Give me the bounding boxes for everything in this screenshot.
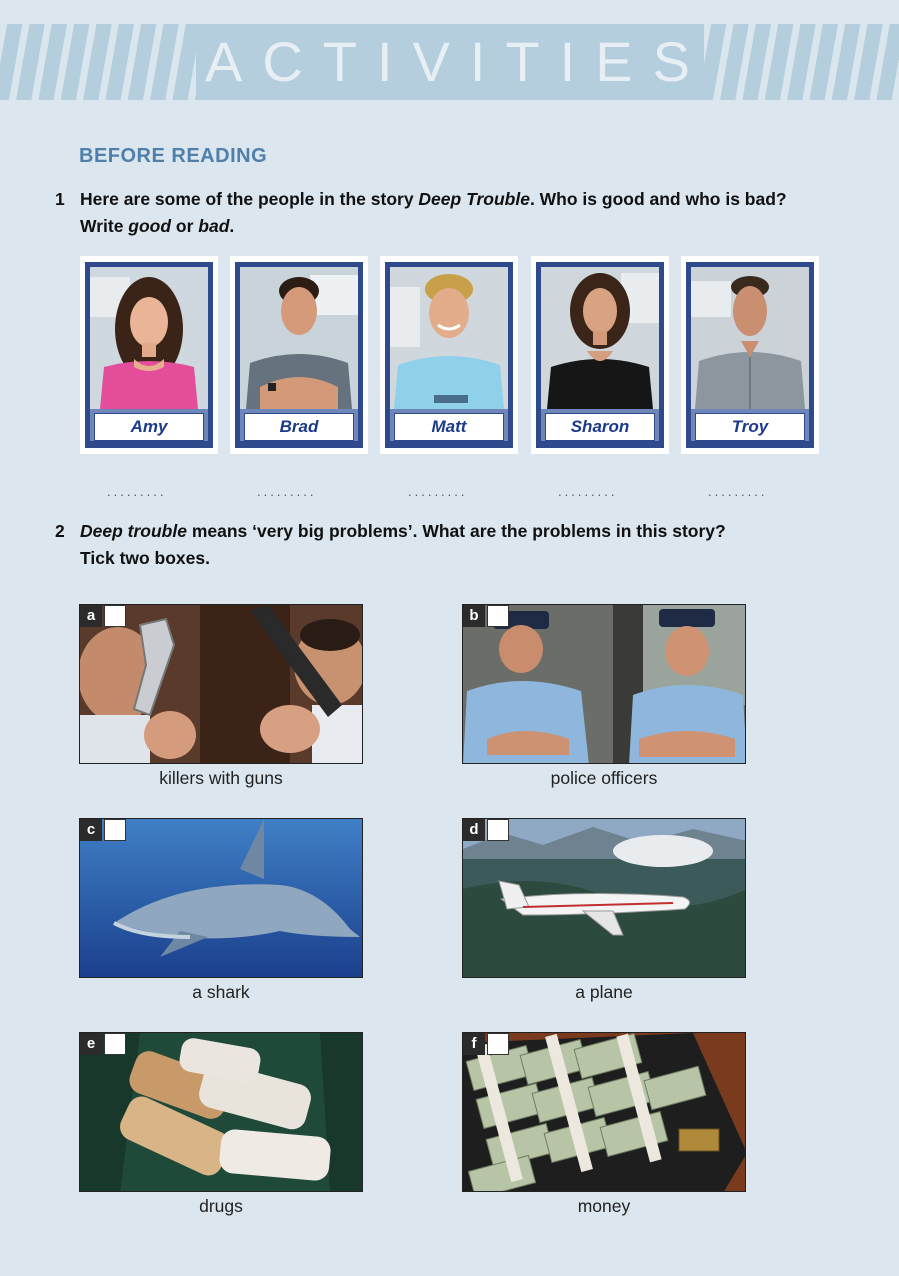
banner-stripes-left xyxy=(0,24,196,100)
section-heading: BEFORE READING xyxy=(79,145,268,167)
character-name: Matt xyxy=(394,413,504,441)
problem-photo-e: e xyxy=(79,1032,363,1192)
character-name: Amy xyxy=(94,413,204,441)
problem-photo-d: d xyxy=(462,818,746,978)
tick-box-d[interactable] xyxy=(487,819,509,841)
answer-line-matt[interactable]: ......... xyxy=(408,484,468,499)
answer-line-amy[interactable]: ......... xyxy=(107,484,167,499)
tick-box-b[interactable] xyxy=(487,605,509,627)
caption-c: a shark xyxy=(192,982,250,1002)
option-letter: b xyxy=(463,605,485,627)
portrait-amy xyxy=(90,267,208,409)
portrait-brad xyxy=(240,267,358,409)
question-1: 1 Here are some of the people in the sto… xyxy=(55,186,855,240)
problem-photo-f: f xyxy=(462,1032,746,1192)
answer-line-troy[interactable]: ......... xyxy=(708,484,768,499)
caption-a: killers with guns xyxy=(159,768,283,788)
caption-f: money xyxy=(577,1196,631,1216)
banner-stripes-right xyxy=(704,24,899,100)
portrait-troy xyxy=(691,267,809,409)
problem-photo-c: c xyxy=(79,818,363,978)
activities-banner: ACTIVITIES xyxy=(0,24,899,100)
character-name: Sharon xyxy=(545,413,655,441)
option-letter: f xyxy=(463,1033,485,1055)
tick-box-e[interactable] xyxy=(104,1033,126,1055)
character-card-amy: Amy xyxy=(80,256,218,454)
question-number: 1 xyxy=(55,189,65,209)
tick-box-f[interactable] xyxy=(487,1033,509,1055)
portrait-sharon xyxy=(541,267,659,409)
character-card-troy: Troy xyxy=(681,256,819,454)
character-name: Brad xyxy=(244,413,354,441)
banner-title: ACTIVITIES xyxy=(205,24,695,100)
portrait-matt xyxy=(390,267,508,409)
question-number: 2 xyxy=(55,521,65,541)
caption-b: police officers xyxy=(550,768,658,788)
character-card-brad: Brad xyxy=(230,256,368,454)
character-card-sharon: Sharon xyxy=(531,256,669,454)
caption-e: drugs xyxy=(199,1196,243,1216)
option-letter: d xyxy=(463,819,485,841)
tick-box-c[interactable] xyxy=(104,819,126,841)
answer-line-brad[interactable]: ......... xyxy=(257,484,317,499)
question-text: Deep trouble means ‘very big problems’. … xyxy=(80,521,726,568)
tick-box-a[interactable] xyxy=(104,605,126,627)
answer-line-sharon[interactable]: ......... xyxy=(558,484,618,499)
question-2: 2 Deep trouble means ‘very big problems’… xyxy=(55,518,855,572)
character-name: Troy xyxy=(695,413,805,441)
problem-photo-a: a xyxy=(79,604,363,764)
character-card-matt: Matt xyxy=(380,256,518,454)
option-letter: a xyxy=(80,605,102,627)
problem-photo-b: b xyxy=(462,604,746,764)
option-letter: c xyxy=(80,819,102,841)
option-letter: e xyxy=(80,1033,102,1055)
question-text: Here are some of the people in the story… xyxy=(80,189,787,236)
caption-d: a plane xyxy=(575,982,633,1002)
